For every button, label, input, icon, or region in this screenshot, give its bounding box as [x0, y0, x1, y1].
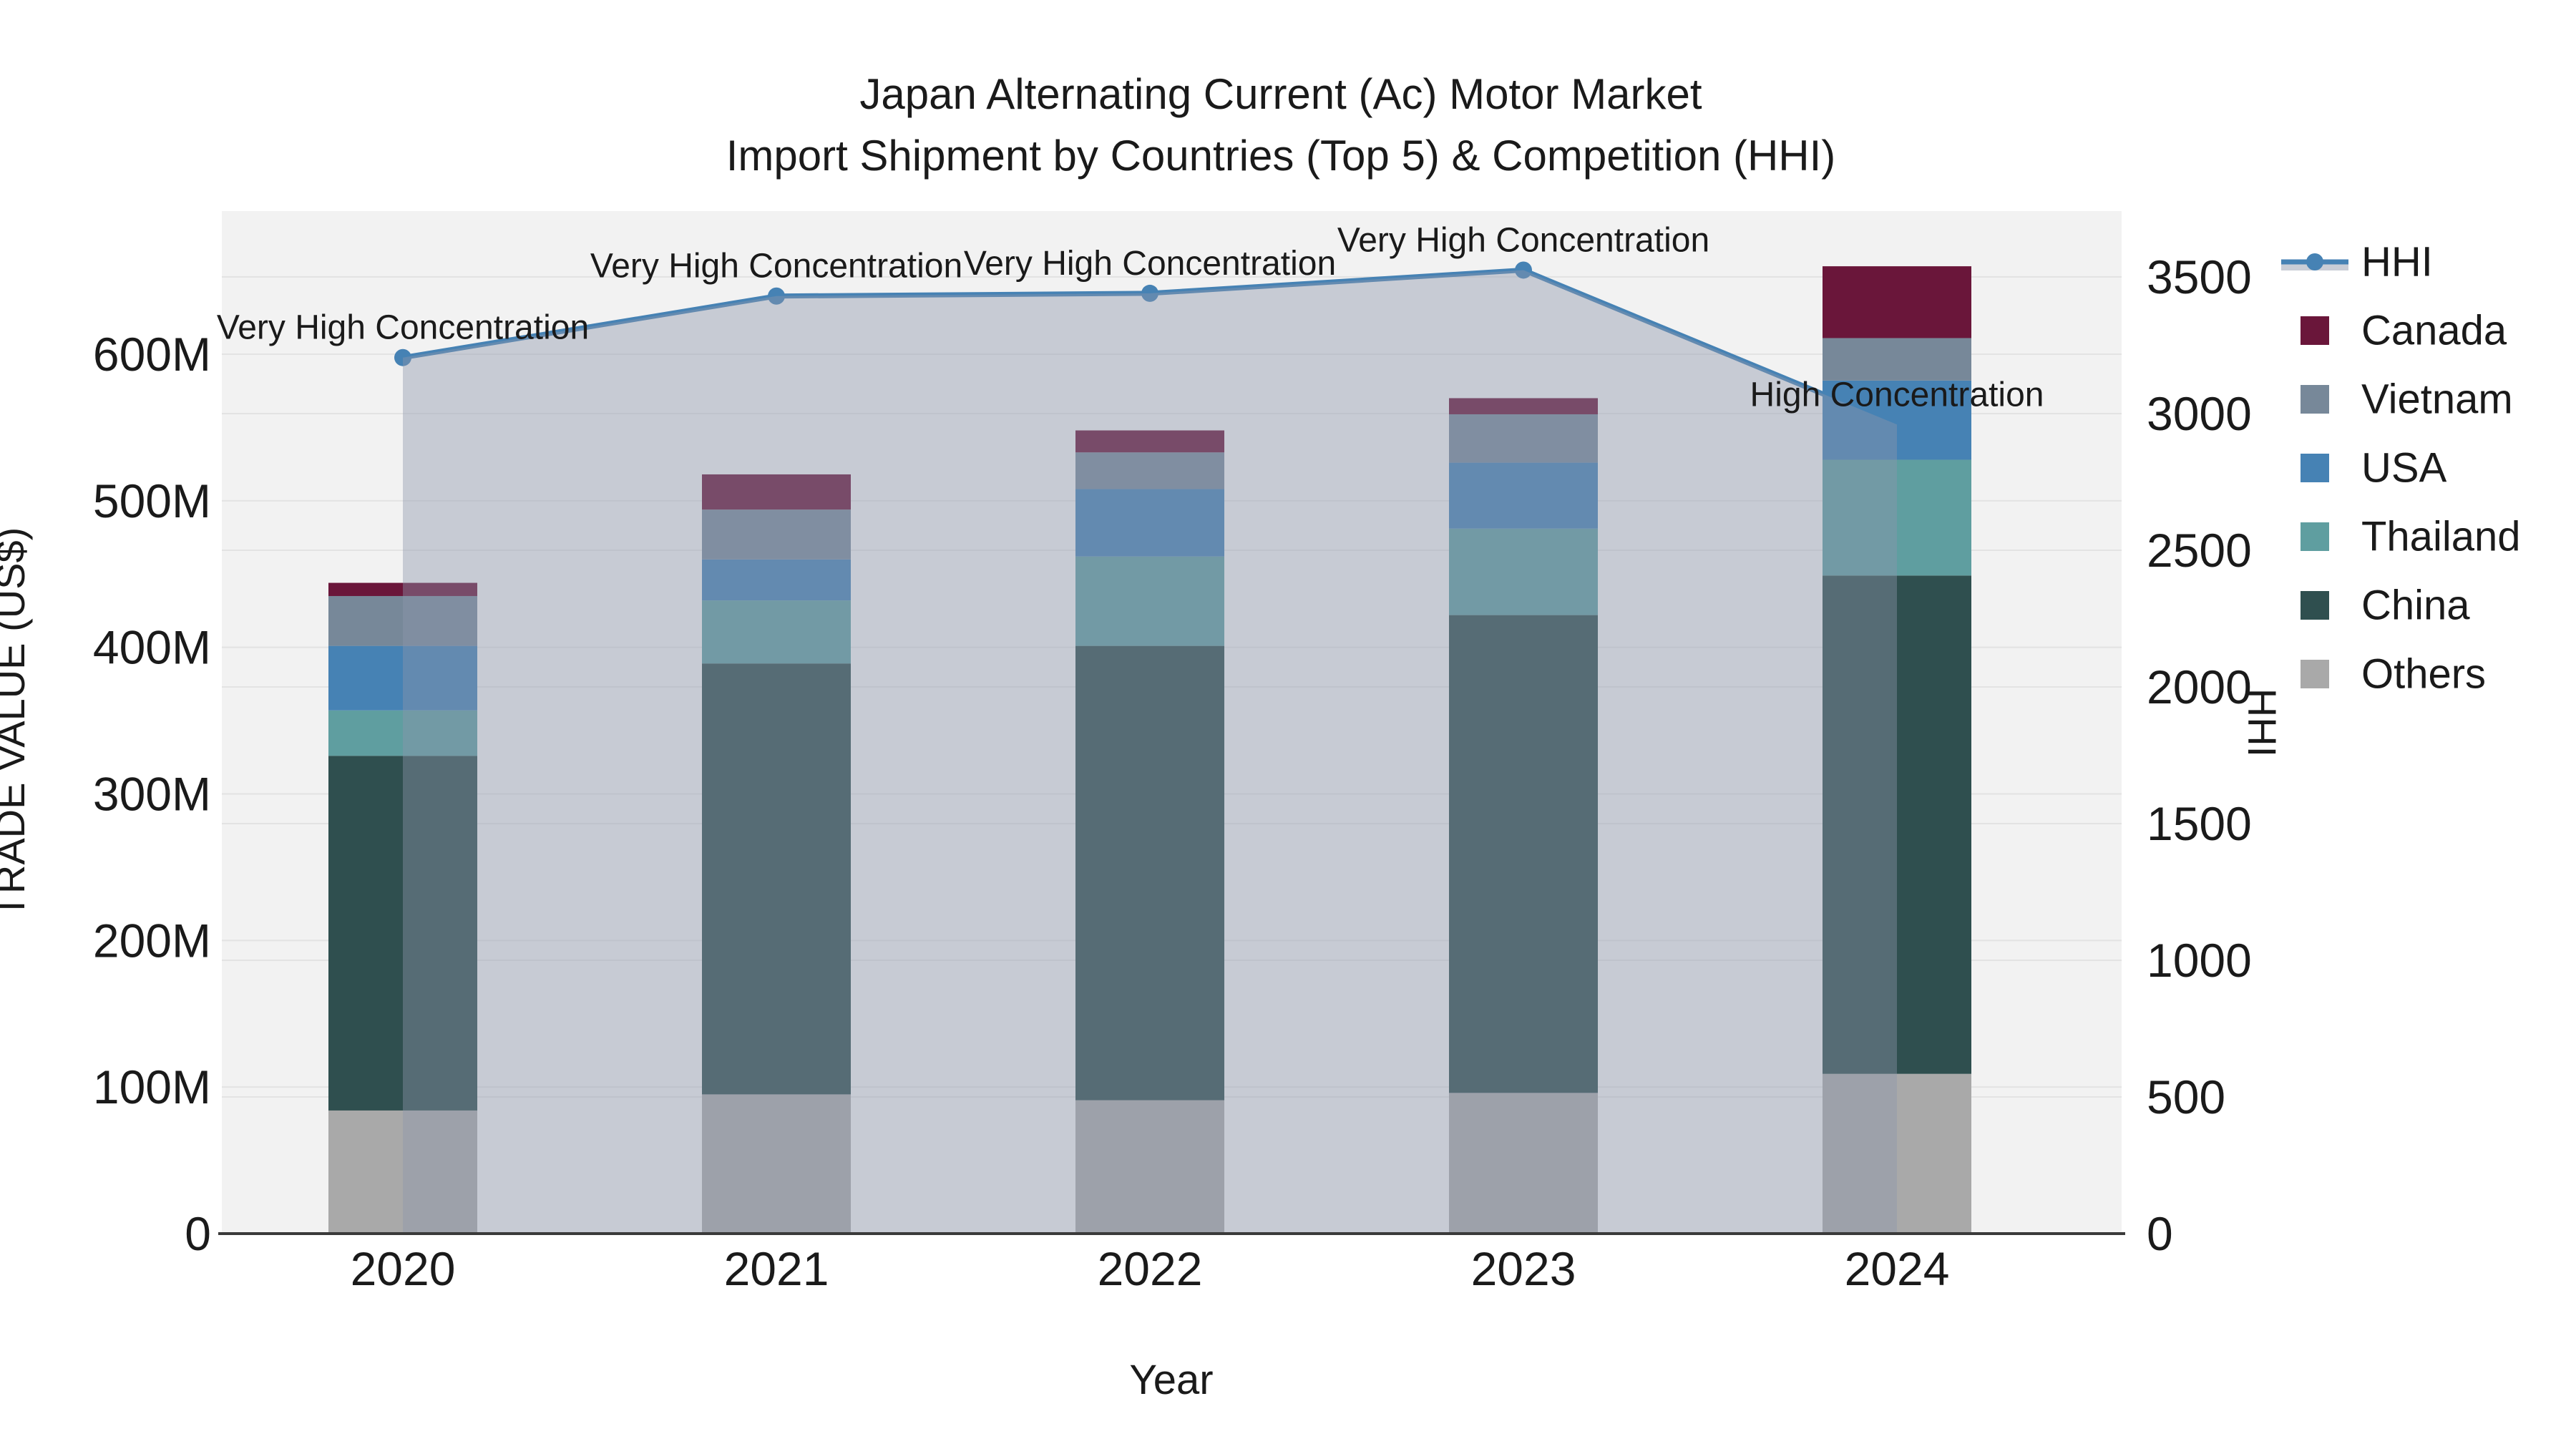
hhi-annotation: Very High Concentration: [964, 245, 1336, 283]
bar-segment-thailand-2020: [328, 710, 477, 756]
y-right-tick-labels: 0 500 1000 1500 2000 2500 3000 3500: [2147, 250, 2252, 1260]
legend-label-usa: USA: [2361, 445, 2447, 492]
bar-segment-thailand-2021: [702, 600, 851, 664]
y-left-axis-title: TRADE VALUE (US$): [0, 527, 33, 919]
legend-swatch-china: [2301, 591, 2329, 620]
x-tick-label: 2021: [724, 1242, 829, 1295]
bar-segment-others-2024: [1823, 1073, 1971, 1234]
y-left-tick-label: 600M: [93, 328, 211, 381]
legend-swatch-others: [2301, 660, 2329, 688]
bar-segment-usa-2023: [1449, 462, 1598, 529]
hhi-annotation: High Concentration: [1750, 376, 2044, 414]
legend-hhi-marker: [2306, 253, 2323, 270]
bar-segment-thailand-2022: [1075, 556, 1224, 646]
legend-swatch-vietnam: [2301, 385, 2329, 414]
bar-segment-china-2022: [1075, 645, 1224, 1101]
hhi-marker: [1141, 284, 1158, 302]
y-left-tick-label: 100M: [93, 1060, 211, 1113]
y-right-tick-label: 1500: [2147, 797, 2252, 850]
hhi-marker: [768, 287, 785, 305]
y-left-tick-label: 200M: [93, 914, 211, 967]
bar-segment-china-2024: [1823, 575, 1971, 1074]
bar-segment-usa-2021: [702, 559, 851, 601]
hhi-marker: [394, 348, 411, 366]
y-left-tick-labels: 0 100M 200M 300M 400M 500M 600M: [93, 328, 211, 1260]
bar-segment-canada-2022: [1075, 430, 1224, 453]
bar-segment-thailand-2024: [1823, 459, 1971, 576]
y-left-tick-label: 0: [185, 1207, 211, 1260]
bar-segment-vietnam-2022: [1075, 452, 1224, 489]
legend-label-china: China: [2361, 582, 2470, 629]
y-right-tick-label: 2000: [2147, 660, 2252, 713]
bar-segment-china-2023: [1449, 615, 1598, 1093]
bar-segment-canada-2023: [1449, 398, 1598, 414]
bar-segment-vietnam-2023: [1449, 414, 1598, 463]
bar-segment-canada-2024: [1823, 266, 1971, 338]
y-left-tick-label: 400M: [93, 621, 211, 674]
y-right-axis-title: HHI: [2240, 688, 2285, 757]
x-tick-label: 2020: [351, 1242, 456, 1295]
y-right-tick-label: 0: [2147, 1207, 2173, 1260]
legend-label-vietnam: Vietnam: [2361, 376, 2513, 423]
legend-swatch-usa: [2301, 454, 2329, 482]
x-axis-title: Year: [1129, 1357, 1213, 1403]
bar-segment-canada-2020: [328, 582, 477, 596]
legend-swatch-canada: [2301, 316, 2329, 345]
bars-layer: [328, 266, 1971, 1234]
bar-segment-canada-2021: [702, 474, 851, 510]
bar-segment-vietnam-2021: [702, 509, 851, 560]
hhi-area-fill-layer: [403, 270, 1897, 1234]
bar-segment-vietnam-2024: [1823, 338, 1971, 381]
y-right-tick-label: 500: [2147, 1070, 2225, 1123]
legend-label-others: Others: [2361, 651, 2486, 698]
x-tick-label: 2024: [1845, 1242, 1950, 1295]
x-tick-label: 2023: [1471, 1242, 1576, 1295]
bar-segment-china-2021: [702, 663, 851, 1095]
bar-segment-china-2020: [328, 756, 477, 1111]
x-tick-label: 2022: [1098, 1242, 1203, 1295]
x-tick-labels: 2020 2021 2022 2023 2024: [351, 1242, 1950, 1295]
y-right-tick-label: 3000: [2147, 387, 2252, 440]
bar-segment-others-2022: [1075, 1100, 1224, 1234]
bar-segment-others-2021: [702, 1094, 851, 1234]
hhi-annotation: Very High Concentration: [1337, 221, 1709, 259]
y-left-tick-label: 500M: [93, 474, 211, 527]
y-right-tick-label: 2500: [2147, 524, 2252, 577]
legend-label-thailand: Thailand: [2361, 514, 2520, 560]
bar-segment-others-2020: [328, 1110, 477, 1234]
legend-label-canada: Canada: [2361, 308, 2507, 354]
hhi-annotation: Very High Concentration: [217, 309, 589, 347]
legend-label-hhi: HHI: [2361, 239, 2433, 286]
y-right-tick-label: 3500: [2147, 250, 2252, 303]
chart-title-line2: Import Shipment by Countries (Top 5) & C…: [726, 132, 1836, 180]
chart-title-line1: Japan Alternating Current (Ac) Motor Mar…: [859, 70, 1702, 118]
hhi-annotation: Very High Concentration: [590, 248, 962, 286]
bar-segment-usa-2022: [1075, 489, 1224, 557]
bar-segment-thailand-2023: [1449, 528, 1598, 615]
hhi-marker: [1515, 261, 1532, 279]
legend-swatch-thailand: [2301, 522, 2329, 551]
bar-segment-vietnam-2020: [328, 595, 477, 646]
bar-segment-usa-2020: [328, 645, 477, 711]
bar-segment-others-2023: [1449, 1093, 1598, 1234]
y-right-tick-label: 1000: [2147, 934, 2252, 987]
bar-segment-usa-2024: [1823, 380, 1971, 460]
hhi-area-fill: [403, 270, 1897, 1234]
legend: HHI Canada Vietnam USA Thailand China Others: [2281, 239, 2520, 698]
y-left-tick-label: 300M: [93, 768, 211, 821]
